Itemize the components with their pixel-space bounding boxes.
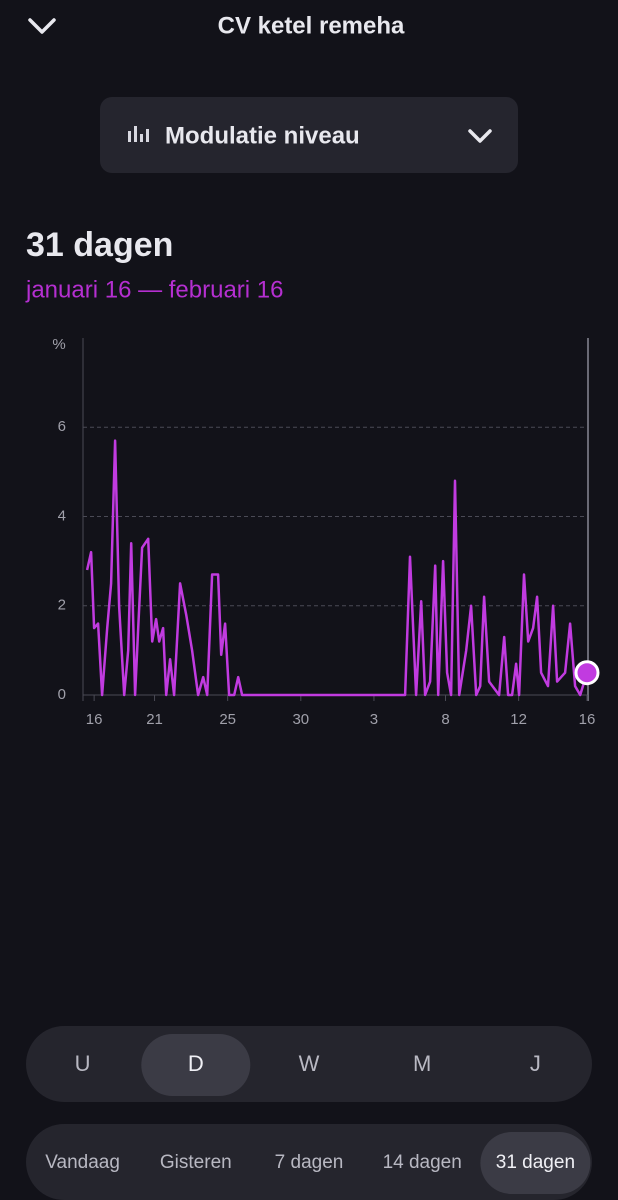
- x-tick-label: 30: [292, 711, 309, 728]
- tab[interactable]: Vandaag: [45, 1152, 120, 1173]
- page-title: CV ketel remeha: [218, 12, 405, 39]
- dropdown-chevron: [468, 129, 492, 143]
- x-tick-label: 16: [86, 711, 103, 728]
- tab[interactable]: J: [530, 1051, 541, 1076]
- tab-label[interactable]: Vandaag: [45, 1152, 120, 1173]
- tab-label[interactable]: 31 dagen: [496, 1152, 575, 1173]
- dropdown-bg[interactable]: [100, 97, 518, 173]
- chart: % 0 2 4 6 16 21 25 30 3 8 12 16: [52, 336, 600, 728]
- back-button[interactable]: [20, 8, 64, 46]
- period-tabs-bg: [26, 1124, 592, 1200]
- bars-icon: [128, 126, 149, 142]
- metric-dropdown[interactable]: Modulatie niveau: [100, 97, 518, 173]
- tab-label[interactable]: U: [75, 1051, 91, 1076]
- x-tick-label: 25: [219, 711, 236, 728]
- x-tick-label: 8: [441, 711, 449, 728]
- tab-label[interactable]: Gisteren: [160, 1152, 232, 1173]
- tab[interactable]: 31 dagen: [480, 1132, 591, 1194]
- back-hit[interactable]: [20, 8, 64, 46]
- tab-selected-bg[interactable]: [480, 1132, 591, 1194]
- y-tick-label: 6: [58, 418, 66, 435]
- chevron-down: [28, 18, 56, 34]
- tab[interactable]: Gisteren: [160, 1152, 232, 1173]
- tab[interactable]: W: [299, 1051, 320, 1076]
- tab-label[interactable]: J: [530, 1051, 541, 1076]
- x-tick-label: 12: [510, 711, 527, 728]
- tab[interactable]: 14 dagen: [383, 1152, 462, 1173]
- x-tick-label: 16: [579, 711, 596, 728]
- tab-label[interactable]: 7 dagen: [275, 1152, 344, 1173]
- tab-label[interactable]: D: [188, 1051, 204, 1076]
- cursor-point: [574, 660, 600, 686]
- y-unit: %: [52, 336, 65, 353]
- tab-label[interactable]: 14 dagen: [383, 1152, 462, 1173]
- y-tick-label: 4: [58, 507, 66, 524]
- tab-selected-bg[interactable]: [141, 1034, 251, 1096]
- summary-title: 31 dagen: [26, 226, 173, 264]
- tab[interactable]: 7 dagen: [275, 1152, 344, 1173]
- tab[interactable]: U: [75, 1051, 91, 1076]
- tab[interactable]: D: [141, 1034, 251, 1096]
- y-tick-label: 2: [58, 597, 66, 614]
- dropdown-label: Modulatie niveau: [165, 122, 360, 149]
- period-tabs: Vandaag Gisteren 7 dagen 14 dagen 31 dagen: [45, 1132, 591, 1194]
- line-series: [85, 439, 589, 697]
- tab-label[interactable]: W: [299, 1051, 320, 1076]
- x-tick-label: 3: [370, 711, 378, 728]
- date-range: januari 16 — februari 16: [25, 276, 283, 303]
- x-tick-label: 21: [146, 711, 163, 728]
- y-tick-label: 0: [58, 686, 66, 703]
- tab-label[interactable]: M: [413, 1051, 431, 1076]
- tab[interactable]: M: [413, 1051, 431, 1076]
